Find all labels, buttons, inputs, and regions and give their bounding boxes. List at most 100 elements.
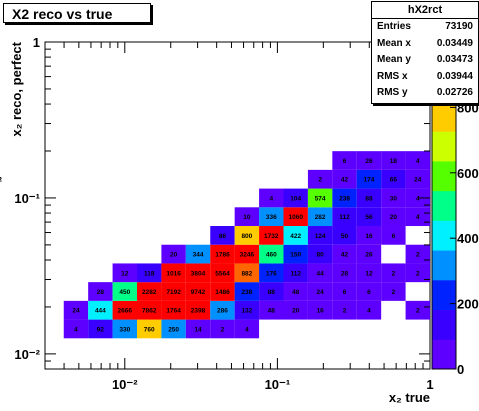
cell-count-label: 450 bbox=[119, 289, 130, 296]
cell-count-label: 12 bbox=[121, 270, 129, 277]
cell-count-label: 104 bbox=[290, 195, 301, 202]
y-tick-label: 10⁻² bbox=[14, 347, 40, 362]
cell-count-label: 16 bbox=[365, 233, 373, 240]
cell-count-label: 28 bbox=[341, 270, 349, 277]
cell-count-label: 80 bbox=[317, 252, 325, 259]
cell-count-label: 1764 bbox=[166, 308, 181, 315]
cell-count-label: 44 bbox=[317, 270, 325, 277]
cell-count-label: 2 bbox=[0, 177, 2, 184]
cell-count-label: 2 bbox=[318, 177, 322, 184]
heatmap-cell bbox=[161, 282, 186, 301]
heatmap-cell bbox=[356, 169, 382, 189]
heatmap-cell bbox=[283, 207, 308, 227]
cell-count-label: 4 bbox=[416, 158, 420, 165]
stats-label: Mean x bbox=[377, 37, 411, 49]
heatmap-cell bbox=[332, 207, 357, 227]
heatmap-cell bbox=[405, 263, 430, 283]
cell-count-label: 88 bbox=[365, 195, 373, 202]
heatmap-cell bbox=[210, 226, 235, 245]
heatmap-cell bbox=[381, 207, 406, 227]
cell-count-label: 4 bbox=[74, 326, 78, 333]
colorbar-segment bbox=[432, 279, 456, 311]
cell-count-label: 26 bbox=[365, 252, 373, 259]
y-tick-label: 10⁻¹ bbox=[14, 191, 40, 206]
cell-count-label: 2282 bbox=[142, 289, 157, 296]
cell-count-label: 2 bbox=[392, 289, 396, 296]
heatmap-cell bbox=[161, 263, 186, 283]
stats-value: 0.03944 bbox=[436, 70, 473, 82]
cell-count-label: 176 bbox=[266, 270, 277, 277]
heatmap-cell bbox=[307, 244, 333, 264]
heatmap-cell bbox=[88, 282, 113, 301]
heatmap-cell bbox=[259, 282, 284, 301]
colorbar-segment bbox=[432, 131, 456, 162]
heatmap-cell bbox=[137, 282, 162, 301]
cell-count-label: 6 bbox=[343, 158, 347, 165]
heatmap-cell bbox=[283, 282, 308, 301]
stats-row: RMS y 0.02726 bbox=[372, 85, 478, 102]
cell-count-label: 48 bbox=[268, 308, 276, 315]
heatmap-cell bbox=[332, 263, 357, 283]
cell-count-label: 344 bbox=[193, 252, 204, 259]
colorbar-tick-label: 400 bbox=[457, 231, 479, 246]
cell-count-label: 1732 bbox=[264, 233, 279, 240]
colorbar-tick-label: 800 bbox=[457, 100, 479, 115]
stats-row: RMS x 0.03944 bbox=[372, 69, 478, 86]
stats-label: RMS y bbox=[377, 87, 408, 98]
cell-count-label: 26 bbox=[365, 158, 373, 165]
heatmap-cell bbox=[332, 244, 357, 264]
cell-count-label: 4 bbox=[269, 195, 273, 202]
cell-count-label: 3804 bbox=[191, 270, 206, 277]
cell-count-label: 20 bbox=[170, 252, 178, 259]
cell-count-label: 286 bbox=[217, 308, 228, 315]
stats-box: hX2rct Entries 73190 Mean x 0.03449 Mean y… bbox=[371, 1, 479, 104]
heatmap-cell bbox=[332, 226, 357, 245]
cell-count-label: 7192 bbox=[166, 289, 181, 296]
heatmap-cell-labels: 4 92 330 760 250 14 2 424 444 2666 7862 1764 2398 286… bbox=[0, 158, 422, 333]
heatmap-cell bbox=[185, 282, 211, 301]
heatmap-cells bbox=[63, 151, 430, 339]
heatmap-cell bbox=[185, 244, 211, 264]
heatmap-cell bbox=[405, 169, 430, 189]
heatmap-cell bbox=[137, 263, 162, 283]
heatmap-cell bbox=[234, 282, 260, 301]
cell-count-label: 1060 bbox=[288, 214, 303, 221]
cell-count-label: 112 bbox=[339, 214, 350, 221]
heatmap-cell bbox=[405, 207, 430, 227]
heatmap-cell bbox=[356, 207, 382, 227]
heatmap-cell bbox=[234, 226, 260, 245]
heatmap-cell bbox=[307, 169, 333, 189]
heatmap-cell bbox=[283, 300, 308, 320]
cell-count-label: 2 bbox=[221, 326, 225, 333]
heatmap-cell bbox=[356, 151, 382, 170]
heatmap-cell bbox=[112, 300, 138, 320]
stats-label: RMS x bbox=[377, 70, 408, 82]
cell-count-label: 88 bbox=[268, 289, 276, 296]
heatmap-cell bbox=[259, 263, 284, 283]
cell-count-label: 50 bbox=[341, 233, 349, 240]
heatmap-cell bbox=[210, 282, 235, 301]
heatmap-cell bbox=[332, 169, 357, 189]
heatmap-cell bbox=[234, 300, 260, 320]
cell-count-label: 330 bbox=[119, 326, 130, 333]
cell-count-label: 24 bbox=[414, 177, 422, 184]
heatmap-cell bbox=[381, 188, 406, 208]
axes: 10⁻² 10⁻¹ 1 10⁻² 10⁻¹ 1 bbox=[14, 35, 433, 392]
plot-title: X2 reco vs true bbox=[3, 3, 151, 23]
cell-count-label: 174 bbox=[364, 177, 375, 184]
heatmap-cell bbox=[112, 319, 138, 339]
heatmap-cell bbox=[307, 226, 333, 245]
heatmap-cell bbox=[356, 244, 382, 264]
cell-count-label: 118 bbox=[144, 270, 155, 277]
colorbar-segment bbox=[432, 220, 456, 251]
cell-count-label: 18 bbox=[390, 158, 398, 165]
cell-count-label: 56 bbox=[365, 214, 373, 221]
heatmap-cell bbox=[307, 263, 333, 283]
heatmap-cell bbox=[234, 207, 260, 227]
heatmap-cell bbox=[210, 300, 235, 320]
heatmap-cell bbox=[356, 188, 382, 208]
heatmap-cell bbox=[234, 244, 260, 264]
heatmap-cell bbox=[234, 319, 260, 339]
heatmap-cell bbox=[283, 244, 308, 264]
